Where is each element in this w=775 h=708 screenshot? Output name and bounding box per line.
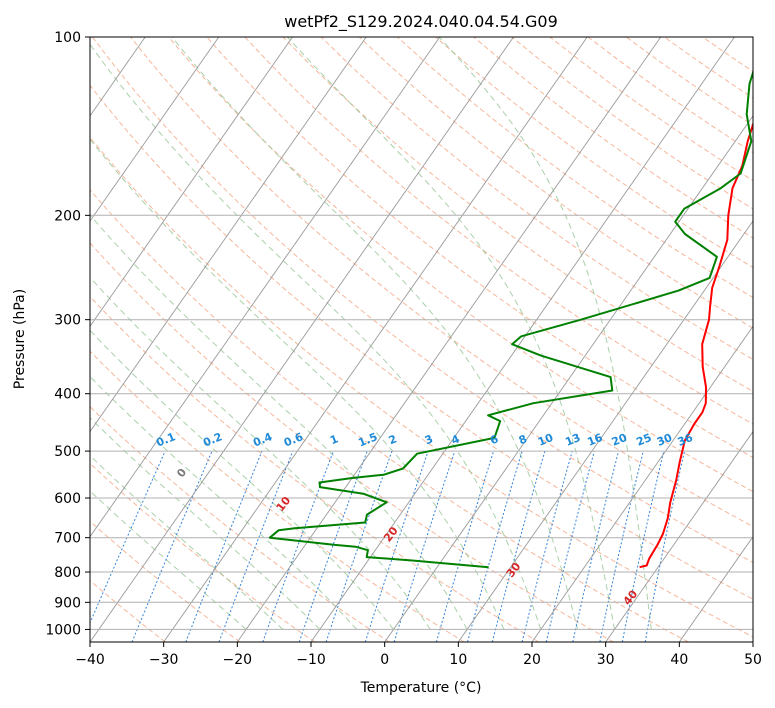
mixing-ratio-line bbox=[131, 450, 213, 642]
y-tick-label: 500 bbox=[54, 444, 81, 460]
x-tick-label: 0 bbox=[380, 652, 389, 668]
mixing-ratio-line bbox=[90, 450, 166, 625]
dry-adiabat-line bbox=[90, 295, 540, 642]
isotherm-line bbox=[90, 37, 220, 222]
moist-adiabat-line bbox=[287, 37, 615, 630]
isotherm-line bbox=[90, 37, 514, 642]
isotherm-line bbox=[384, 115, 753, 642]
dry-adiabat-line bbox=[90, 462, 315, 642]
moist-adiabat-line bbox=[90, 454, 284, 630]
dry-adiabat-line bbox=[397, 37, 753, 299]
y-tick-label: 200 bbox=[54, 208, 81, 224]
chart-title: wetPf2_S129.2024.040.04.54.G09 bbox=[284, 12, 558, 32]
y-tick-label: 400 bbox=[54, 387, 81, 403]
isotherm-line bbox=[90, 37, 293, 328]
profiles bbox=[268, 69, 753, 569]
moist-adiabat-line bbox=[90, 417, 321, 630]
isotherm-line bbox=[531, 325, 753, 642]
moist-adiabat-line bbox=[171, 37, 579, 630]
mixing-ratio-line bbox=[521, 450, 573, 642]
x-tick-label: −30 bbox=[149, 652, 179, 668]
moist-adiabat-line bbox=[90, 214, 468, 630]
mixing-ratio-line bbox=[262, 450, 334, 642]
isotherm-line bbox=[310, 37, 735, 642]
dry-adiabat-line bbox=[244, 37, 753, 425]
isotherm-line bbox=[90, 37, 367, 433]
temperature-profile-line bbox=[639, 121, 753, 569]
x-axis: −40 −30 −20 −10 0 10 20 30 40 50 bbox=[75, 642, 762, 668]
y-axis-title: Pressure (hPa) bbox=[12, 289, 28, 389]
mixing-ratio-label: 2 bbox=[387, 432, 399, 447]
y-tick-label: 300 bbox=[54, 313, 81, 329]
x-tick-label: 30 bbox=[597, 652, 615, 668]
isotherm-line bbox=[457, 220, 753, 642]
x-tick-label: −10 bbox=[296, 652, 326, 668]
x-tick-label: 10 bbox=[449, 652, 467, 668]
dry-adiabat-line bbox=[90, 189, 689, 642]
moist-adiabat-line bbox=[438, 37, 652, 630]
dry-adiabat-line bbox=[168, 37, 753, 493]
dry-adiabat-line bbox=[90, 84, 753, 600]
y-tick-label: 600 bbox=[54, 491, 81, 507]
isotherm-line bbox=[605, 430, 753, 642]
dry-adiabat-line bbox=[320, 37, 753, 361]
mixing-ratio-line bbox=[298, 450, 368, 642]
mixing-ratio-label: 16 bbox=[585, 431, 604, 449]
mixing-ratio-line bbox=[185, 450, 263, 642]
x-tick-label: 20 bbox=[523, 652, 541, 668]
mixing-ratio-label: 30 bbox=[655, 431, 674, 449]
mixing-ratio-label: 25 bbox=[634, 431, 653, 449]
dry-adiabat-line bbox=[90, 579, 166, 642]
mixing-ratio-label: 8 bbox=[517, 432, 529, 447]
mixing-ratio-label: 10 bbox=[536, 431, 555, 449]
moist-adiabat-line bbox=[90, 276, 431, 630]
mixing-ratio-line bbox=[218, 450, 294, 642]
x-tick-label: 40 bbox=[670, 652, 688, 668]
isotherm-line bbox=[163, 37, 588, 642]
mixing-ratio-line bbox=[325, 450, 393, 642]
isotherm-line bbox=[90, 37, 441, 538]
y-tick-label: 900 bbox=[54, 595, 81, 611]
moist-adiabat-line bbox=[90, 329, 394, 630]
mixing-ratio-label: 3 bbox=[423, 432, 435, 447]
dry-adiabat-line bbox=[90, 405, 390, 642]
dewpoint-profile-line bbox=[268, 69, 753, 569]
mixing-ratio-label: 20 bbox=[610, 431, 629, 449]
y-axis: 100 200 300 400 500 600 700 800 900 1000 bbox=[45, 30, 90, 638]
moist-adiabat-line bbox=[90, 43, 542, 630]
x-tick-label: 50 bbox=[744, 652, 762, 668]
y-tick-label: 100 bbox=[54, 30, 81, 46]
moist-adiabat-line bbox=[90, 138, 505, 630]
moist-adiabat-line bbox=[90, 375, 357, 630]
mixing-ratio-line bbox=[572, 450, 620, 642]
x-axis-title: Temperature (°C) bbox=[360, 680, 482, 696]
background-lines bbox=[90, 37, 753, 642]
mixing-ratio-line bbox=[364, 450, 429, 642]
isotherm-line bbox=[678, 535, 753, 642]
y-tick-label: 1000 bbox=[45, 622, 81, 638]
mixing-ratio-label: 36 bbox=[676, 431, 695, 449]
plot-frame bbox=[89, 36, 754, 643]
moist-adiabat-line bbox=[90, 490, 247, 630]
dry-adiabat-line bbox=[206, 37, 753, 459]
y-tick-label: 700 bbox=[54, 531, 81, 547]
dry-adiabat-line bbox=[90, 242, 614, 642]
x-tick-label: −20 bbox=[223, 652, 253, 668]
y-tick-label: 800 bbox=[54, 565, 81, 581]
mixing-ratio-line bbox=[545, 450, 595, 642]
mixing-ratio-label: 13 bbox=[563, 431, 582, 449]
gridlines bbox=[90, 37, 753, 642]
mixing-ratio-line bbox=[467, 450, 523, 642]
mixing-ratio-label: 1 bbox=[328, 432, 340, 447]
mixing-ratio-line bbox=[599, 450, 644, 642]
x-tick-label: −40 bbox=[75, 652, 105, 668]
dry-adiabat-line bbox=[92, 37, 753, 563]
dry-adiabat-line bbox=[358, 37, 753, 329]
dry-adiabat-line bbox=[90, 136, 753, 638]
